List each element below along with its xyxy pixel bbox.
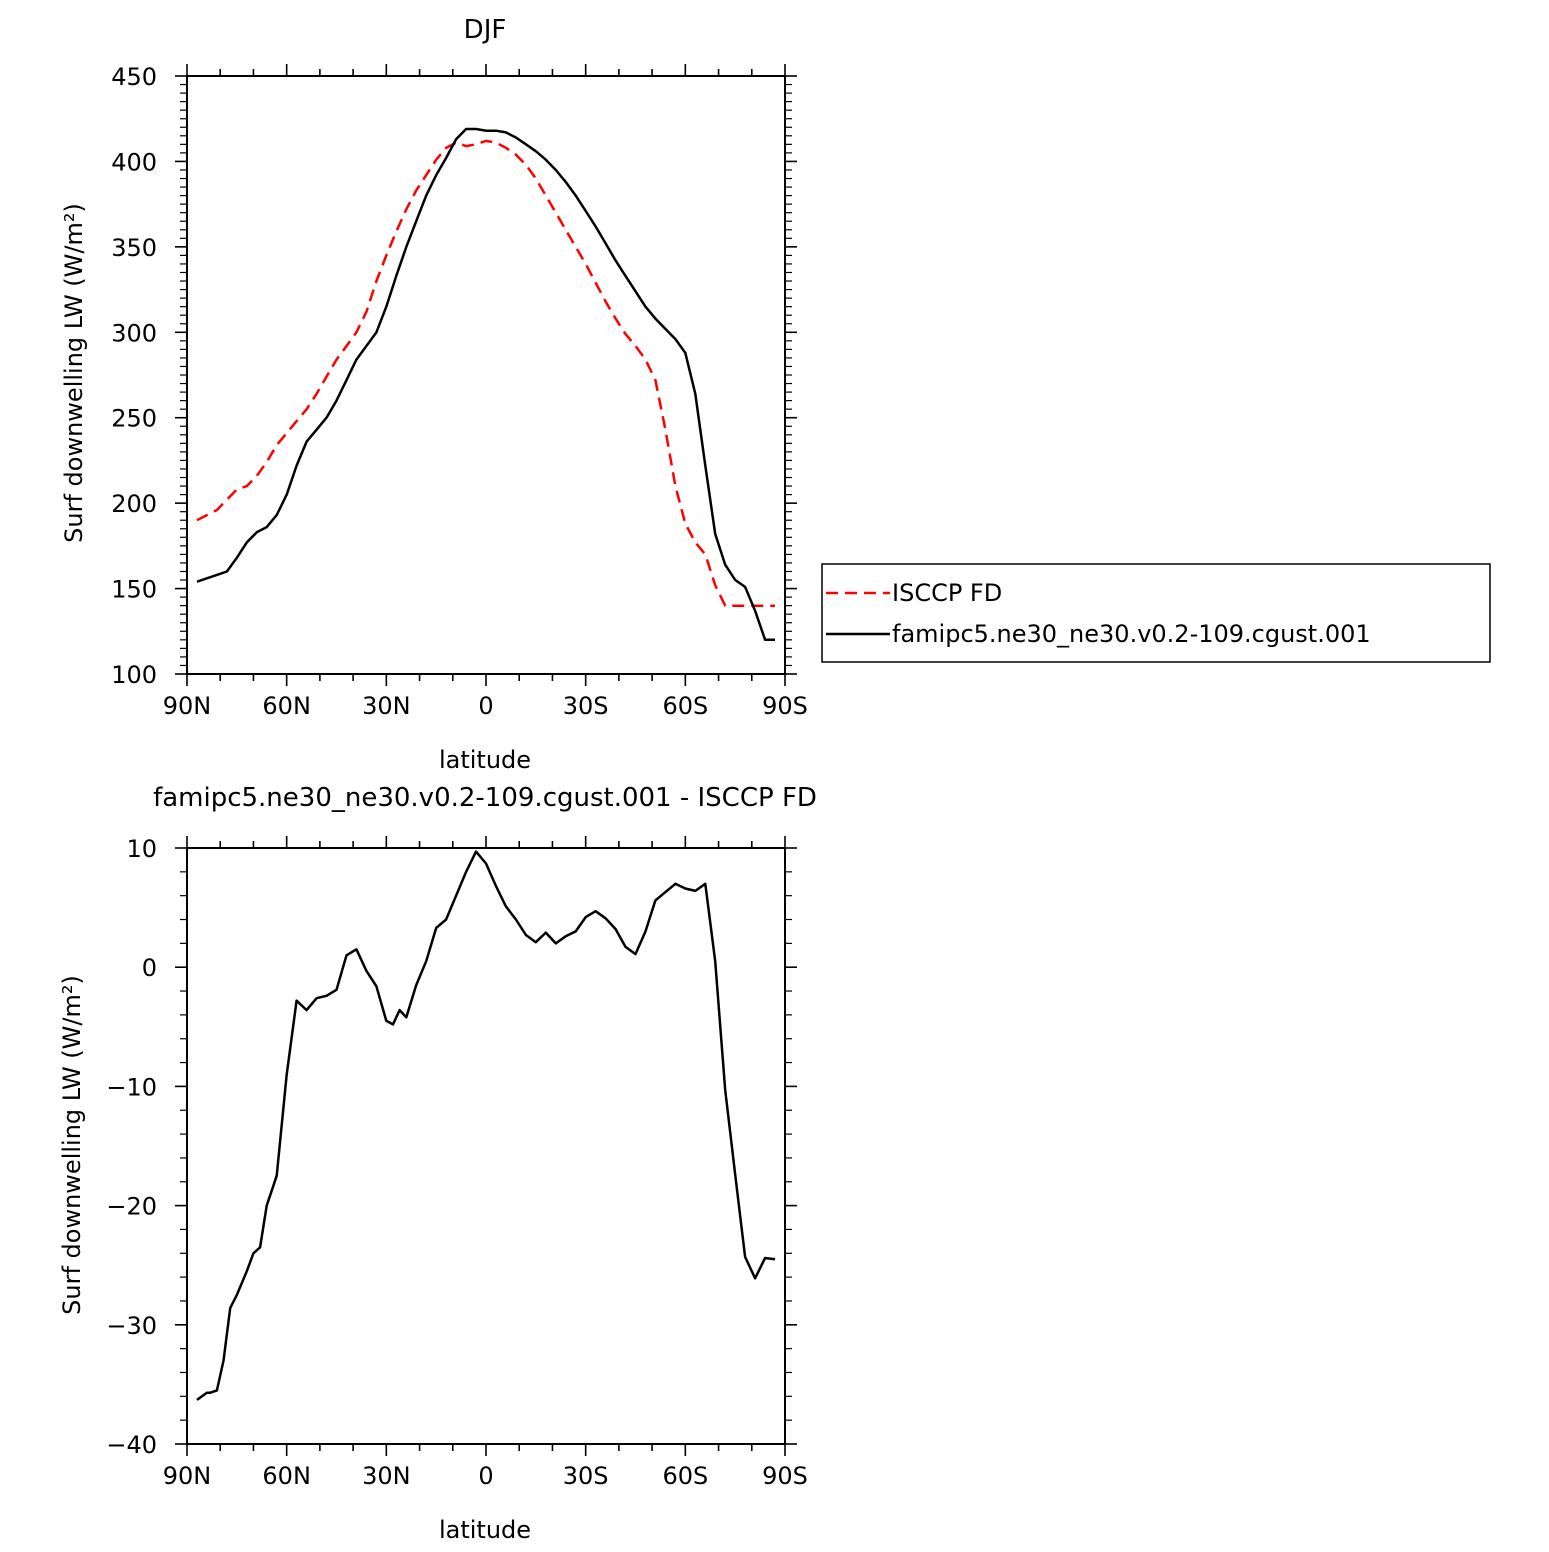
top-y-tick-label: 350: [111, 234, 157, 262]
bottom-y-axis-label: Surf downwelling LW (W/m²): [58, 975, 86, 1315]
bottom-axis-ticks: [175, 836, 797, 1456]
top-panel: DJF Surf downwelling LW (W/m²) latitude …: [60, 15, 808, 774]
bottom-panel: famipc5.ne30_ne30.v0.2-109.cgust.001 - I…: [58, 783, 817, 1544]
bottom-x-tick-label: 0: [478, 1462, 493, 1490]
bottom-x-tick-labels: 90N 60N 30N 0 30S 60S 90S: [163, 1462, 808, 1490]
legend-label-model: famipc5.ne30_ne30.v0.2-109.cgust.001: [892, 620, 1371, 648]
bottom-y-tick-label: 10: [126, 835, 157, 863]
top-y-tick-label: 150: [111, 576, 157, 604]
top-x-tick-label: 90N: [163, 692, 212, 720]
top-x-tick-label: 30N: [362, 692, 411, 720]
top-axis-ticks: [175, 64, 797, 686]
bottom-x-tick-label: 90S: [762, 1462, 808, 1490]
bottom-y-tick-label: −40: [106, 1431, 157, 1459]
bottom-x-axis-label: latitude: [439, 1516, 531, 1544]
bottom-x-tick-label: 30N: [362, 1462, 411, 1490]
top-y-tick-label: 100: [111, 661, 157, 689]
top-y-tick-labels: 100 150 200 250 300 350 400 450: [111, 63, 157, 689]
top-y-tick-label: 250: [111, 405, 157, 433]
bottom-x-tick-label: 60S: [662, 1462, 708, 1490]
bottom-y-tick-label: −20: [106, 1193, 157, 1221]
top-x-tick-label: 0: [478, 692, 493, 720]
top-plot-series: [196, 127, 775, 642]
top-plot-frame: [186, 75, 786, 675]
top-y-tick-label: 300: [111, 319, 157, 347]
bottom-x-tick-label: 90N: [163, 1462, 212, 1490]
top-chart-title: DJF: [464, 15, 507, 45]
top-x-tick-label: 60N: [262, 692, 311, 720]
top-x-tick-label: 60S: [662, 692, 708, 720]
legend: ISCCP FD famipc5.ne30_ne30.v0.2-109.cgus…: [821, 563, 1491, 663]
top-y-axis-label: Surf downwelling LW (W/m²): [60, 203, 88, 543]
top-series-line-1: [196, 127, 775, 642]
bottom-y-tick-label: −10: [106, 1073, 157, 1101]
bottom-plot-series: [196, 850, 776, 1401]
legend-box: [821, 563, 1491, 663]
bottom-series-line-0: [196, 850, 776, 1401]
top-x-axis-label: latitude: [439, 746, 531, 774]
top-series-line-0: [196, 139, 775, 607]
top-x-tick-label: 90S: [762, 692, 808, 720]
bottom-y-tick-label: −30: [106, 1312, 157, 1340]
top-y-tick-label: 200: [111, 490, 157, 518]
top-x-tick-label: 30S: [563, 692, 609, 720]
top-y-tick-label: 450: [111, 63, 157, 91]
bottom-x-tick-label: 60N: [262, 1462, 311, 1490]
bottom-y-tick-label: 0: [142, 954, 157, 982]
legend-label-isccp: ISCCP FD: [892, 579, 1002, 607]
bottom-chart-title: famipc5.ne30_ne30.v0.2-109.cgust.001 - I…: [153, 783, 817, 813]
bottom-y-tick-labels: −40 −30 −20 −10 0 10: [106, 835, 157, 1459]
top-x-tick-labels: 90N 60N 30N 0 30S 60S 90S: [163, 692, 808, 720]
bottom-x-tick-label: 30S: [563, 1462, 609, 1490]
bottom-plot-frame: [186, 847, 786, 1445]
top-y-tick-label: 400: [111, 148, 157, 176]
